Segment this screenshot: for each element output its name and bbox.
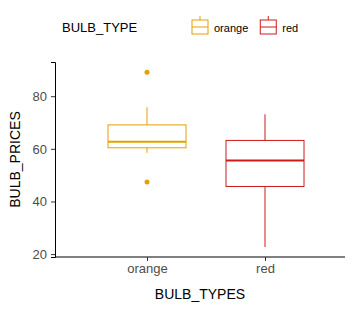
y-tick-label: 20 xyxy=(33,247,47,262)
x-tick: red xyxy=(256,257,275,276)
legend-label: red xyxy=(282,22,298,34)
legend-key-median xyxy=(260,27,276,28)
whisker-low xyxy=(147,148,148,153)
box-group xyxy=(108,70,186,185)
y-axis-title: BULB_PRICES xyxy=(7,111,23,207)
legend-key xyxy=(192,20,208,34)
y-axis-line xyxy=(51,63,56,258)
x-tick: orange xyxy=(127,257,167,276)
legend-title: BULB_TYPE xyxy=(62,20,137,35)
x-axis-line xyxy=(55,257,345,258)
y-tick: 40 xyxy=(33,194,55,209)
legend-key-whisker xyxy=(200,16,201,20)
box xyxy=(226,140,304,186)
legend-item: orange xyxy=(192,16,248,34)
y-tick-mark xyxy=(51,96,55,97)
x-axis: orange red xyxy=(55,257,345,276)
plot-area xyxy=(108,70,304,247)
y-tick-label: 60 xyxy=(33,142,47,157)
y-axis: 20 40 60 80 xyxy=(33,63,56,262)
whisker-high xyxy=(265,114,266,140)
legend-label: orange xyxy=(214,22,248,34)
legend-key-median xyxy=(192,27,208,28)
chart: 20 40 60 80 orange red BULB_TYPES BULB_PRICES BU… xyxy=(0,0,362,309)
median xyxy=(226,159,304,161)
legend-item: red xyxy=(260,16,298,34)
legend-key xyxy=(260,20,276,34)
box xyxy=(108,125,186,148)
outlier xyxy=(145,70,150,75)
y-tick: 20 xyxy=(33,247,55,262)
median xyxy=(108,141,186,143)
whisker-high xyxy=(147,107,148,125)
box-group xyxy=(226,114,304,247)
y-tick-label: 80 xyxy=(33,89,47,104)
y-tick: 80 xyxy=(33,89,55,104)
x-axis-title: BULB_TYPES xyxy=(155,286,245,302)
y-tick-mark xyxy=(51,254,55,255)
y-tick: 60 xyxy=(33,142,55,157)
legend-key-whisker xyxy=(268,16,269,20)
outlier xyxy=(145,180,150,185)
y-tick-mark xyxy=(51,149,55,150)
legend: BULB_TYPE orange red xyxy=(62,16,298,35)
x-tick-label: orange xyxy=(127,261,167,276)
y-tick-mark xyxy=(51,201,55,202)
x-tick-label: red xyxy=(256,261,275,276)
whisker-low xyxy=(265,186,266,247)
y-tick-label: 40 xyxy=(33,194,47,209)
